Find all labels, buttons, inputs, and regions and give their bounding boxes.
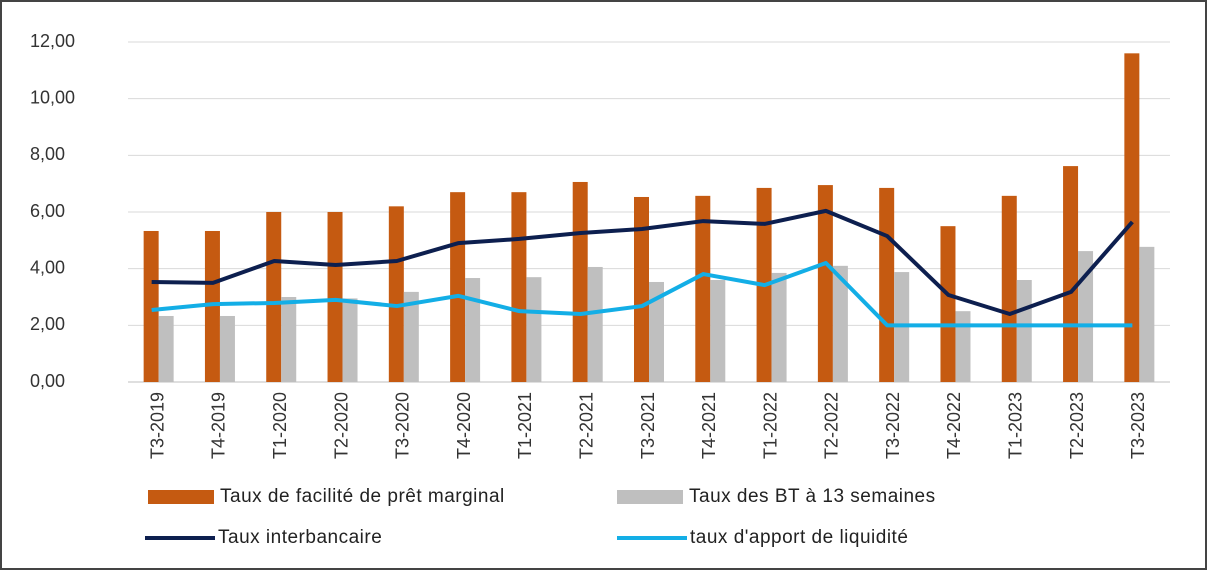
bar xyxy=(1139,246,1155,382)
y-tick-label: 4,00 xyxy=(30,257,65,277)
legend-swatch xyxy=(617,490,683,504)
x-tick-label: T3-2020 xyxy=(393,392,413,459)
y-tick-label: 2,00 xyxy=(30,314,65,334)
legend-label: Taux des BT à 13 semaines xyxy=(689,486,936,507)
y-tick-label: 6,00 xyxy=(30,201,65,221)
bar xyxy=(1016,280,1032,382)
bar xyxy=(1001,195,1017,382)
bar xyxy=(450,192,466,382)
bar xyxy=(817,185,833,382)
x-tick-label: T3-2019 xyxy=(147,392,167,459)
bar xyxy=(219,315,235,382)
bar xyxy=(388,206,404,382)
y-tick-label: 8,00 xyxy=(30,144,65,164)
x-tick-label: T2-2020 xyxy=(331,392,351,459)
bar xyxy=(572,181,588,382)
bar xyxy=(695,195,711,382)
bar xyxy=(649,281,664,382)
bar xyxy=(634,196,649,382)
bar xyxy=(955,311,971,382)
bar xyxy=(1063,166,1079,382)
bar xyxy=(1078,251,1094,382)
bar xyxy=(526,277,542,382)
bar xyxy=(511,192,527,382)
x-tick-label: T3-2021 xyxy=(638,392,658,459)
bar xyxy=(143,230,159,382)
bar xyxy=(879,187,895,382)
line-series xyxy=(151,208,1134,316)
bar xyxy=(710,280,726,382)
x-tick-label: T3-2023 xyxy=(1128,392,1148,459)
bar xyxy=(465,278,481,382)
x-tick-label: T1-2021 xyxy=(515,392,535,459)
bar xyxy=(771,272,787,382)
bar xyxy=(832,265,848,382)
y-tick-label: 10,00 xyxy=(30,87,75,107)
bar xyxy=(204,230,220,382)
y-tick-label: 12,00 xyxy=(30,31,75,51)
x-tick-label: T1-2020 xyxy=(270,392,290,459)
x-tick-label: T2-2023 xyxy=(1067,392,1087,459)
bar xyxy=(342,298,358,382)
legend-label: Taux de facilité de prêt marginal xyxy=(220,486,505,507)
bar xyxy=(940,226,956,382)
y-tick-label: 0,00 xyxy=(30,371,65,391)
bar xyxy=(266,212,282,382)
x-tick-label: T4-2022 xyxy=(944,392,964,459)
bar xyxy=(158,315,174,382)
x-tick-label: T3-2022 xyxy=(883,392,903,459)
line-series xyxy=(151,261,1133,328)
bar xyxy=(1124,53,1140,382)
x-tick-label: T1-2022 xyxy=(760,392,780,459)
legend-label: Taux interbancaire xyxy=(218,527,382,548)
legend-swatch xyxy=(148,490,214,504)
bar xyxy=(587,266,603,382)
bar xyxy=(281,297,297,382)
x-tick-label: T4-2020 xyxy=(454,392,474,459)
x-tick-label: T4-2019 xyxy=(209,392,229,459)
legend-label: taux d'apport de liquidité xyxy=(690,527,908,548)
x-tick-label: T2-2022 xyxy=(822,392,842,459)
bar xyxy=(327,212,343,382)
x-tick-label: T1-2023 xyxy=(1006,392,1026,459)
x-tick-label: T4-2021 xyxy=(699,392,719,459)
x-tick-label: T2-2021 xyxy=(576,392,596,459)
bar xyxy=(403,291,419,382)
